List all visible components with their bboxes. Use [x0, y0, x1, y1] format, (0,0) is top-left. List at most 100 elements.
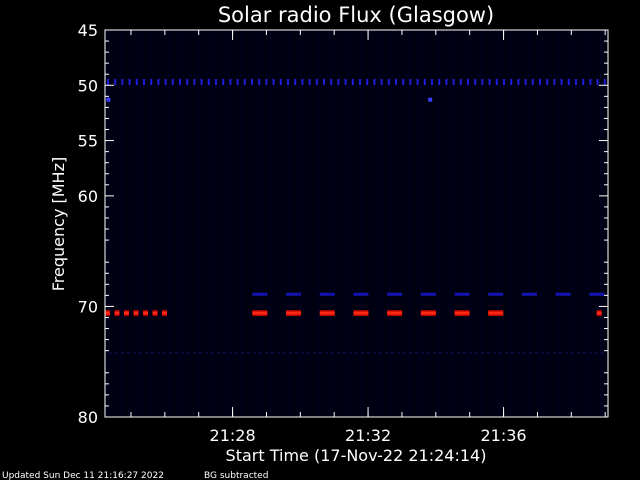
dotted-line-segment [301, 78, 304, 85]
dotted-line-segment [488, 78, 491, 85]
dotted-line-segment [193, 78, 196, 85]
faint-line-segment [139, 351, 142, 354]
dotted-line-segment [582, 78, 585, 85]
emission-line-segment [319, 311, 335, 315]
dotted-line-segment [236, 78, 239, 85]
dotted-line-segment [603, 78, 606, 85]
background-stripe [468, 31, 469, 416]
dotted-line-segment [114, 78, 117, 85]
dotted-line-segment [265, 78, 268, 85]
faint-line-segment [235, 351, 238, 354]
faint-line-segment [241, 351, 244, 354]
dotted-line-segment [589, 78, 592, 85]
dotted-line-segment [366, 78, 369, 85]
faint-line-segment [355, 351, 358, 354]
background-stripe [306, 31, 307, 416]
dotted-line-segment [445, 78, 448, 85]
background-stripe [324, 31, 325, 416]
dotted-line-segment [243, 78, 246, 85]
faint-line-segment [205, 351, 208, 354]
dotted-line-segment [330, 78, 333, 85]
faint-line-segment [253, 351, 256, 354]
dotted-line-segment [308, 78, 311, 85]
faint-line-segment [547, 351, 550, 354]
background-stripe [186, 31, 187, 416]
background-stripe [132, 31, 133, 416]
background-stripe [498, 31, 499, 416]
emission-line-segment [521, 292, 537, 296]
faint-line-segment [349, 351, 352, 354]
background-stripe [114, 31, 115, 416]
background-stripe [264, 31, 265, 416]
background-stripe [420, 31, 421, 416]
background-stripe [252, 31, 253, 416]
background-stripe [372, 31, 373, 416]
dotted-line-segment [337, 78, 340, 85]
dotted-line-segment [258, 78, 261, 85]
burst-dot [106, 97, 111, 102]
emission-line-segment [319, 292, 335, 296]
faint-line-segment [229, 351, 232, 354]
faint-line-segment [121, 351, 124, 354]
background-stripe [486, 31, 487, 416]
background-stripe [288, 31, 289, 416]
faint-line-segment [307, 351, 310, 354]
background-stripe [432, 31, 433, 416]
dotted-line-segment [279, 78, 282, 85]
faint-line-segment [247, 351, 250, 354]
faint-line-segment [469, 351, 472, 354]
background-stripe [462, 31, 463, 416]
dotted-line-segment [431, 78, 433, 85]
dotted-line-segment [416, 78, 419, 85]
background-stripe [588, 31, 589, 416]
dotted-line-segment [229, 78, 232, 85]
emission-line-segment [454, 292, 470, 296]
background-stripe [258, 31, 259, 416]
dotted-line-segment [222, 78, 225, 85]
dotted-line-segment [143, 78, 145, 85]
background-stripe [276, 31, 277, 416]
faint-line-segment [187, 351, 190, 354]
background-stripe [318, 31, 319, 416]
dotted-line-segment [200, 78, 203, 85]
plot-frame [104, 29, 609, 418]
faint-line-segment [289, 351, 292, 354]
burst-dot [428, 97, 433, 102]
background-stripe [558, 31, 559, 416]
y-tick-label: 80 [78, 408, 98, 427]
emission-line-segment [353, 292, 369, 296]
dotted-line-segment [546, 78, 549, 85]
dotted-line-segment [524, 78, 527, 85]
dotted-line-segment [387, 78, 390, 85]
faint-line-segment [541, 351, 544, 354]
faint-line-segment [535, 351, 538, 354]
background-stripe [240, 31, 241, 416]
faint-line-segment [529, 351, 532, 354]
background-stripe [336, 31, 337, 416]
emission-line-segment [252, 292, 268, 296]
background-stripe [246, 31, 247, 416]
faint-line-segment [379, 351, 382, 354]
dotted-line-segment [294, 78, 297, 85]
faint-line-segment [211, 351, 214, 354]
background-stripe [444, 31, 445, 416]
background-stripe [168, 31, 169, 416]
background-stripe [222, 31, 223, 416]
background-stripe [390, 31, 391, 416]
faint-line-segment [283, 351, 286, 354]
y-tick-label: 45 [78, 21, 98, 40]
faint-line-segment [193, 351, 196, 354]
faint-line-segment [319, 351, 322, 354]
emission-line-segment [286, 292, 302, 296]
background-stripe [138, 31, 139, 416]
emission-line-segment [596, 311, 602, 315]
faint-line-segment [415, 351, 418, 354]
y-tick-label: 55 [78, 132, 98, 151]
faint-line-segment [337, 351, 340, 354]
faint-line-segment [163, 351, 166, 354]
emission-line-segment [114, 311, 120, 315]
dotted-line-segment [157, 78, 160, 85]
background-stripe [216, 31, 217, 416]
background-stripe [504, 31, 505, 416]
